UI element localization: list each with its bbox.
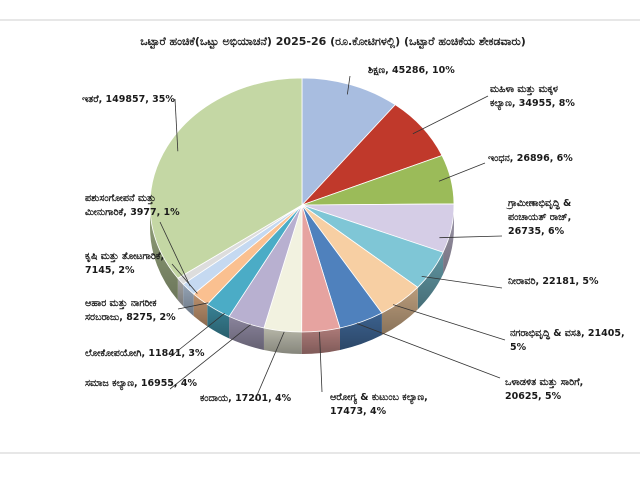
slice-label: ನಗರಾಭಿವೃದ್ಧಿ & ವಸತಿ, 21405, 5% (510, 328, 625, 353)
slice-label-line: ಪಂಚಾಯತ್ ರಾಜ್, (508, 212, 571, 223)
leader-line (174, 98, 179, 152)
leader-line (171, 263, 198, 294)
slice-label-line: ಕಲ್ಯಾಣ, 34955, 8% (490, 98, 575, 111)
slice-label-line: ಕಂದಾಯ, 17201, 4% (200, 393, 292, 404)
pie-rim-shade (381, 287, 418, 336)
slice-label: ಗ್ರಾಮೀಣಾಭಿವೃದ್ಧಿ & ಪಂಚಾಯತ್ ರಾಜ್, 26735, 6% (505, 198, 571, 237)
slice-label-line: ಲೋಕೋಪಯೋಗಿ, 11841, 3% (85, 348, 205, 359)
slice-label-line: ನೀರಾವರಿ, 22181, 5% (508, 276, 599, 287)
slice-labels: ಶಿಕ್ಷಣ, 45286, 10% ಮಹಿಳಾ ಮತ್ತು ಮಕ್ಕಳ ಕಲ್ಯಾ… (82, 65, 625, 417)
slice-label-line: ಇತರೆ, 149857, 35% (82, 94, 175, 105)
pie-rim-shade (207, 304, 230, 339)
leader-line (177, 302, 209, 310)
slice-label: ಆಹಾರ ಮತ್ತು ನಾಗರೀಕ ಸರಬರಾಜು, 8275, 2% (85, 298, 176, 323)
slice-label-line: 17473, 4% (330, 406, 387, 417)
pie-rim-shade (229, 316, 264, 350)
slice-label-line: ಆಹಾರ ಮತ್ತು ನಾಗರೀಕ (85, 298, 157, 310)
pie-rim-shade (150, 205, 178, 301)
slice-label-line: ಒಳಾಡಳಿತ ಮತ್ತು ಸಾರಿಗೆ, (505, 377, 583, 389)
slice-label: ಸಮಾಜ ಕಲ್ಯಾಣ, 16955, 4% (85, 378, 197, 391)
slice-label-line: ಆರೋಗ್ಯ & ಕುಟುಂಬ ಕಲ್ಯಾಣ, (330, 392, 428, 405)
slice-label-line: ಪಶುಸಂಗೋಪನೆ ಮತ್ತು (85, 193, 156, 205)
slice-label: ಇಂಧನ, 26896, 6% (488, 153, 573, 164)
pie-rim (150, 205, 455, 354)
leader-line (169, 312, 225, 358)
slice-label: ನೀರಾವರಿ, 22181, 5% (508, 276, 599, 287)
slice-label: ಒಳಾಡಳಿತ ಮತ್ತು ಸಾರಿಗೆ, 20625, 5% (505, 377, 583, 402)
pie-top (149, 77, 455, 333)
pie-rim-shade (339, 313, 382, 350)
leader-line (438, 162, 486, 182)
leader-line (412, 95, 489, 135)
leader-line (254, 331, 285, 401)
leader-line (439, 235, 503, 239)
pie-rim-shade (301, 327, 340, 354)
leader-lines (159, 75, 506, 401)
slice-label: ಆರೋಗ್ಯ & ಕುಟುಂಬ ಕಲ್ಯಾಣ, 17473, 4% (330, 392, 428, 417)
slice-label-line: ಶಿಕ್ಷಣ, 45286, 10% (368, 65, 455, 76)
slice-label-line: ನಗರಾಭಿವೃದ್ಧಿ & ವಸತಿ, 21405, (510, 328, 625, 340)
slice-label-line: ಮಹಿಳಾ ಮತ್ತು ಮಕ್ಕಳ (490, 84, 559, 96)
slice-label-line: 26735, 6% (508, 226, 565, 237)
leader-line (159, 221, 191, 287)
slice-label: ಮಹಿಳಾ ಮತ್ತು ಮಕ್ಕಳ ಕಲ್ಯಾಣ, 34955, 8% (490, 84, 575, 111)
slice-label: ಇತರೆ, 149857, 35% (82, 94, 175, 105)
slice-label-line: 5% (510, 342, 527, 353)
leader-line (421, 276, 503, 289)
slice-label: ಕೃಷಿ ಮತ್ತು ತೋಟಗಾರಿಕೆ, 7145, 2% (85, 251, 164, 276)
chart-title: ಒಟ್ಟಾರೆ ಹಂಚಿಕೆ(ಒಟ್ಟು ಅಭಿಯಾಚನೆ) 2025-26 (… (140, 35, 526, 50)
leader-line (319, 331, 323, 393)
pie-rim-shade (417, 252, 444, 310)
slice-label-line: ಸರಬರಾಜು, 8275, 2% (85, 312, 176, 323)
slice-label-line: ಗ್ರಾಮೀಣಾಭಿವೃದ್ಧಿ & (505, 198, 571, 210)
leader-line (346, 75, 351, 95)
pie-slice (149, 77, 303, 279)
leader-line (392, 304, 506, 341)
slice-label-line: ಮೀನುಗಾರಿಕೆ, 3977, 1% (85, 207, 180, 218)
slice-label: ಕಂದಾಯ, 17201, 4% (200, 393, 292, 404)
slice-label-line: ಇಂಧನ, 26896, 6% (488, 153, 573, 164)
slice-label: ಶಿಕ್ಷಣ, 45286, 10% (368, 65, 455, 76)
slice-label-line: 20625, 5% (505, 391, 562, 402)
slice-label-line: 7145, 2% (85, 265, 135, 276)
leader-line (356, 323, 501, 379)
pie-rim-shade (263, 327, 302, 354)
pie-slice (301, 77, 396, 207)
leader-line (169, 324, 251, 390)
pie-rim-shade (177, 278, 184, 307)
slice-label-line: ಸಮಾಜ ಕಲ್ಯಾಣ, 16955, 4% (85, 378, 197, 391)
slice-label: ಪಶುಸಂಗೋಪನೆ ಮತ್ತು ಮೀನುಗಾರಿಕೆ, 3977, 1% (85, 193, 180, 218)
slice-label: ಲೋಕೋಪಯೋಗಿ, 11841, 3% (85, 348, 205, 359)
slice-label-line: ಕೃಷಿ ಮತ್ತು ತೋಟಗಾರಿಕೆ, (85, 251, 164, 263)
